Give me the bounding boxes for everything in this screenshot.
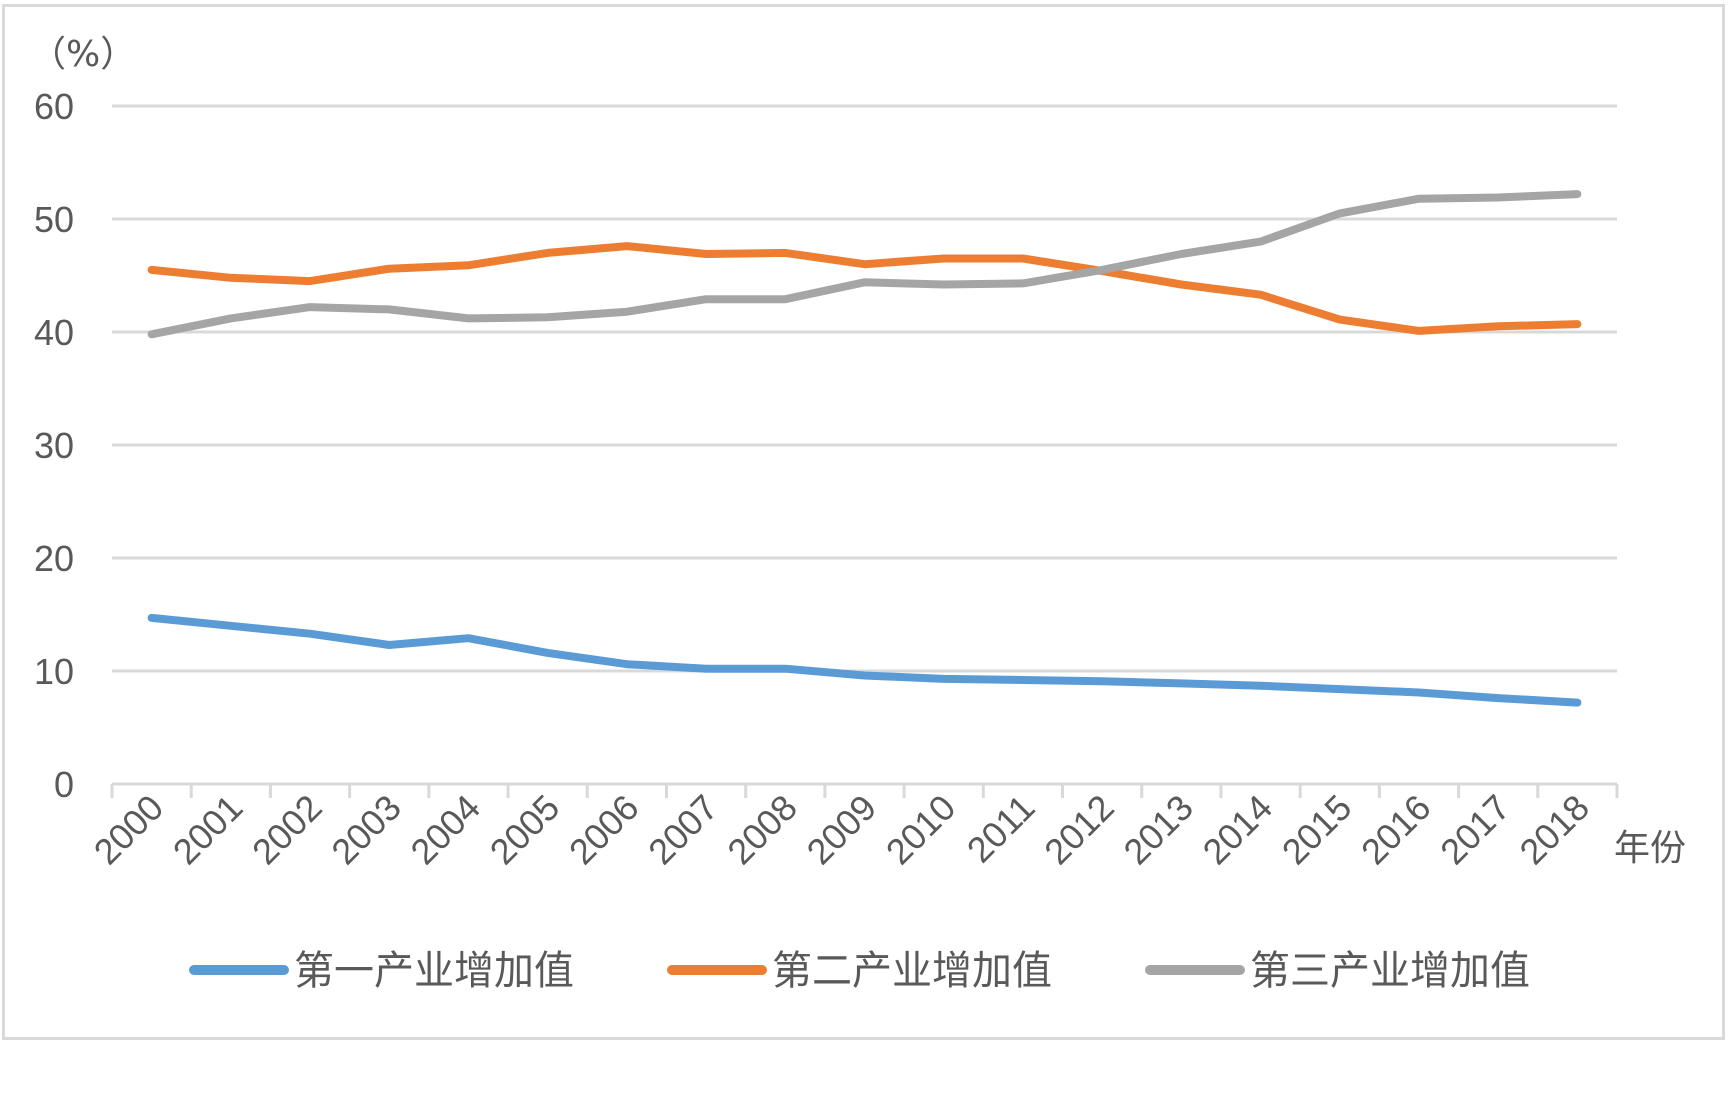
y-tick-label-30: 30	[34, 425, 74, 466]
x-tick-label-2002: 2002	[244, 787, 330, 873]
x-tick-label-2012: 2012	[1036, 787, 1122, 873]
series-line-3	[147, 190, 1582, 339]
y-tick-label-60: 60	[34, 86, 74, 127]
x-tick-label-2018: 2018	[1511, 787, 1597, 873]
y-tick-label-20: 20	[34, 538, 74, 579]
x-tick-label-2001: 2001	[165, 787, 251, 873]
x-tick-label-2008: 2008	[719, 787, 805, 873]
x-tick-label-2015: 2015	[1274, 787, 1360, 873]
series-line-1	[147, 613, 1582, 707]
x-tick-label-2006: 2006	[561, 787, 647, 873]
x-tick-label-2013: 2013	[1115, 787, 1201, 873]
x-tick-label-2005: 2005	[482, 787, 568, 873]
x-unit-label: 年份	[1614, 828, 1686, 869]
x-tick-label-2007: 2007	[640, 787, 726, 873]
x-tick-label-2003: 2003	[323, 787, 409, 873]
x-tick-label-2014: 2014	[1195, 787, 1281, 873]
y-unit-label: （%）	[30, 34, 136, 75]
y-tick-label-10: 10	[34, 651, 74, 692]
x-tick-label-2011: 2011	[959, 787, 1043, 871]
series-line-2	[147, 242, 1582, 335]
legend-label-2: 第二产业增加值	[772, 948, 1052, 994]
legend-label-1: 第一产业增加值	[294, 948, 574, 994]
x-tick-label-2016: 2016	[1353, 787, 1439, 873]
x-tick-label-2009: 2009	[799, 787, 885, 873]
x-tick-label-2010: 2010	[878, 787, 964, 873]
x-tick-label-2000: 2000	[86, 787, 172, 873]
x-tick-label-2017: 2017	[1432, 787, 1518, 873]
y-tick-label-50: 50	[34, 199, 74, 240]
legend-label-3: 第三产业增加值	[1250, 948, 1530, 994]
chart-frame	[2, 4, 1725, 1040]
x-tick-label-2004: 2004	[402, 787, 488, 873]
y-tick-label-40: 40	[34, 312, 74, 353]
y-tick-label-0: 0	[54, 764, 74, 805]
